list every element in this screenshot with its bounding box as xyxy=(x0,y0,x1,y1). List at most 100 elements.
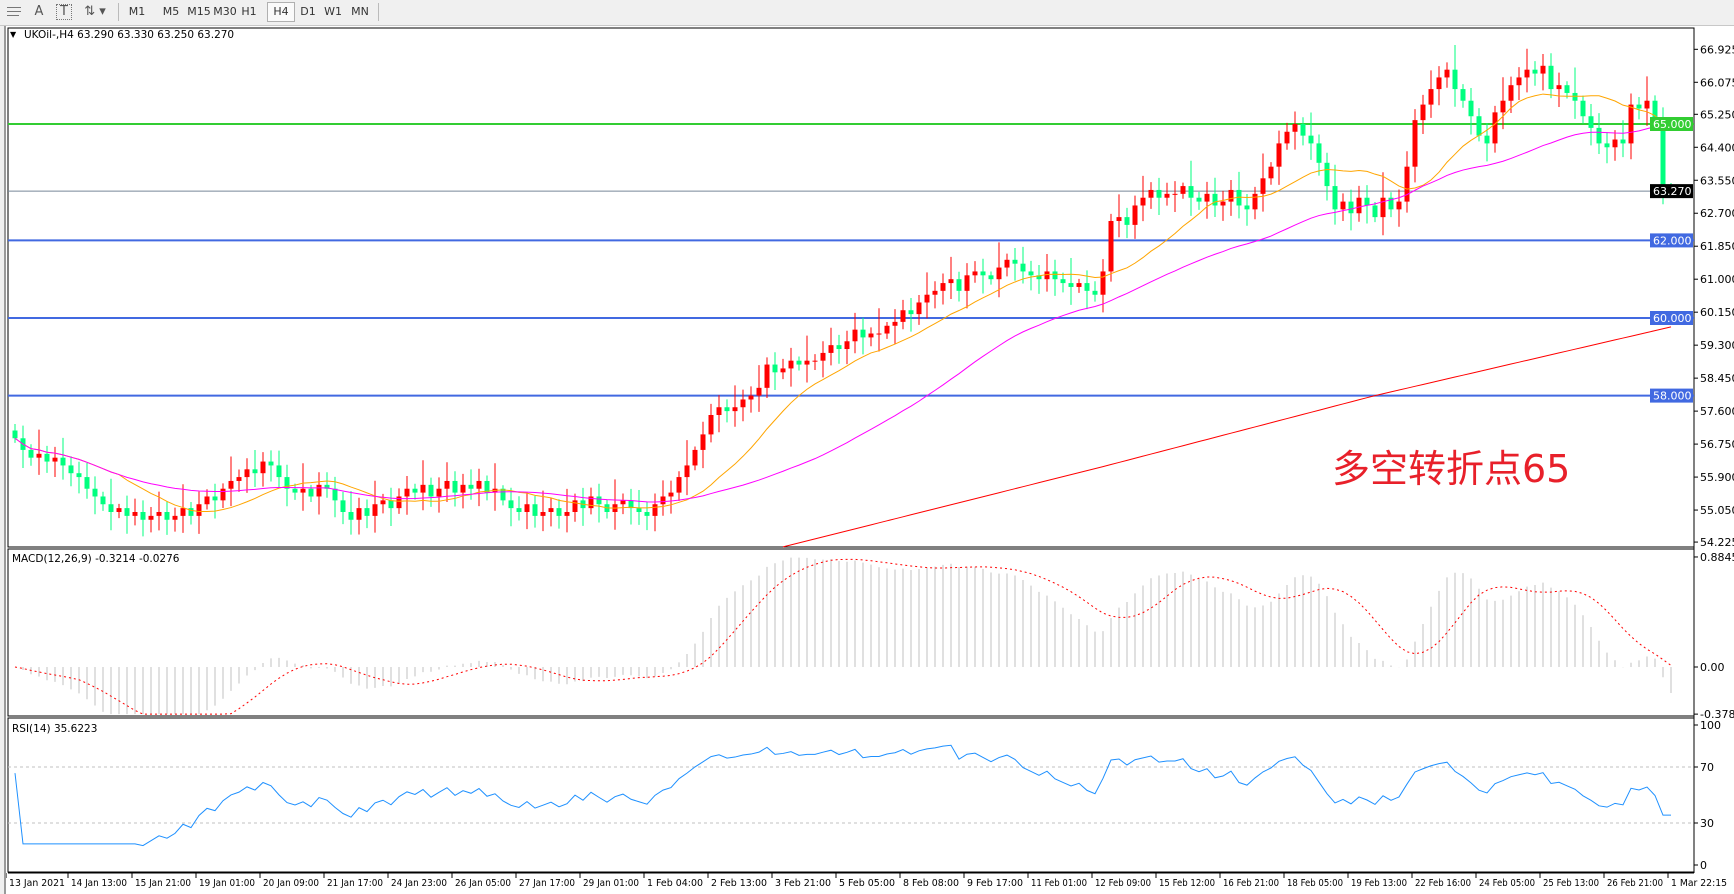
candle-body xyxy=(1100,271,1106,295)
candle xyxy=(532,496,538,528)
candle xyxy=(1196,191,1202,210)
candle-body xyxy=(836,345,842,350)
candle xyxy=(1180,182,1186,199)
candle-body xyxy=(1076,283,1082,287)
candle xyxy=(820,341,826,378)
timeframe-m5[interactable]: M5 xyxy=(162,5,180,18)
candle xyxy=(1564,81,1570,99)
candle xyxy=(164,501,170,535)
candle-body xyxy=(476,480,482,489)
candle-body xyxy=(300,488,306,493)
candle xyxy=(220,483,226,508)
candle xyxy=(588,487,594,515)
candle xyxy=(276,450,282,488)
date-tick-label: 19 Jan 01:00 xyxy=(199,878,255,889)
candle xyxy=(372,480,378,533)
date-tick-label: 5 Feb 05:00 xyxy=(839,878,895,889)
candle xyxy=(1460,84,1466,108)
candle-body xyxy=(1556,85,1562,90)
candle-body xyxy=(1396,201,1402,210)
horizontal-levels xyxy=(8,123,1694,397)
arrows-dropdown-icon[interactable]: ⇅ ▾ xyxy=(84,4,106,19)
candle xyxy=(60,437,66,480)
candle-body xyxy=(76,473,82,478)
candle xyxy=(300,463,306,511)
period-separators-icon[interactable] xyxy=(4,3,26,21)
collapse-triangle-icon[interactable]: ▼ xyxy=(10,30,17,39)
date-tick-label: 20 Jan 09:00 xyxy=(263,878,319,889)
price-chart[interactable]: 66.925 66.075 65.250 64.400 63.550 62.700 61.8… xyxy=(6,26,1734,894)
timeframe-h4[interactable]: H4 xyxy=(267,2,295,22)
candle xyxy=(364,499,370,529)
candle xyxy=(1108,213,1114,282)
candle-body xyxy=(1252,193,1258,210)
candle xyxy=(996,242,1002,298)
price-tick-label: 66.925 xyxy=(1700,43,1734,56)
candle xyxy=(228,456,234,507)
candle xyxy=(212,483,218,519)
candle xyxy=(1204,181,1210,219)
candle-body xyxy=(1220,201,1226,206)
level-badge xyxy=(1650,233,1693,248)
candle xyxy=(28,444,34,466)
candle xyxy=(668,480,674,514)
candle-body xyxy=(132,512,138,516)
toolbar-separator xyxy=(378,3,379,21)
text-label-icon[interactable]: A xyxy=(34,4,44,19)
candle-body xyxy=(332,488,338,501)
candle xyxy=(356,497,362,535)
candle-body xyxy=(556,508,562,516)
candle xyxy=(1556,72,1562,108)
candle-body xyxy=(668,492,674,497)
chart-window[interactable]: 66.925 66.075 65.250 64.400 63.550 62.700 61.8… xyxy=(4,26,1734,894)
current-price-label: 63.270 xyxy=(1653,185,1692,198)
axes: 66.925 66.075 65.250 64.400 63.550 62.700 61.8… xyxy=(6,43,1734,889)
timeframe-d1[interactable]: D1 xyxy=(300,5,316,18)
candle-body xyxy=(1564,85,1570,93)
candle-body xyxy=(204,496,210,505)
candle xyxy=(1020,246,1026,284)
candle xyxy=(1396,189,1402,227)
level-label: 58.000 xyxy=(1653,390,1692,403)
timeframe-w1[interactable]: W1 xyxy=(324,5,342,18)
candle-body xyxy=(652,504,658,516)
candle xyxy=(1236,171,1242,219)
candle-body xyxy=(1532,69,1538,74)
candle-body xyxy=(468,484,474,489)
timeframe-h1[interactable]: H1 xyxy=(241,5,257,18)
candle-body xyxy=(1460,89,1466,101)
text-box-icon[interactable]: T xyxy=(56,4,72,20)
candle xyxy=(1468,87,1474,135)
candle-body xyxy=(44,453,50,462)
candle xyxy=(652,493,658,532)
candle-body xyxy=(428,484,434,497)
candle xyxy=(1324,152,1330,201)
candle-body xyxy=(1244,205,1250,210)
candle-body xyxy=(516,508,522,512)
candle xyxy=(780,358,786,380)
candle xyxy=(1060,272,1066,293)
timeframe-m30[interactable]: M30 xyxy=(213,5,237,18)
candle xyxy=(604,499,610,519)
candle xyxy=(340,491,346,525)
candle xyxy=(836,334,842,364)
candle xyxy=(284,464,290,507)
candle-body xyxy=(284,477,290,489)
candle-body xyxy=(212,496,218,501)
candle xyxy=(1444,62,1450,88)
candle xyxy=(140,500,146,537)
timeframe-m15[interactable]: M15 xyxy=(187,5,211,18)
candle xyxy=(156,491,162,531)
candle xyxy=(1268,162,1274,185)
timeframe-mn[interactable]: MN xyxy=(351,5,369,18)
candle-body xyxy=(1276,143,1282,167)
candle xyxy=(124,495,130,534)
candle xyxy=(1116,194,1122,238)
candle-body xyxy=(1348,201,1354,214)
candle-body xyxy=(1412,120,1418,167)
candle xyxy=(1436,66,1442,106)
candle xyxy=(1540,54,1546,91)
candle xyxy=(660,480,666,516)
timeframe-m1[interactable]: M1 xyxy=(128,5,146,18)
candle xyxy=(1132,195,1138,239)
